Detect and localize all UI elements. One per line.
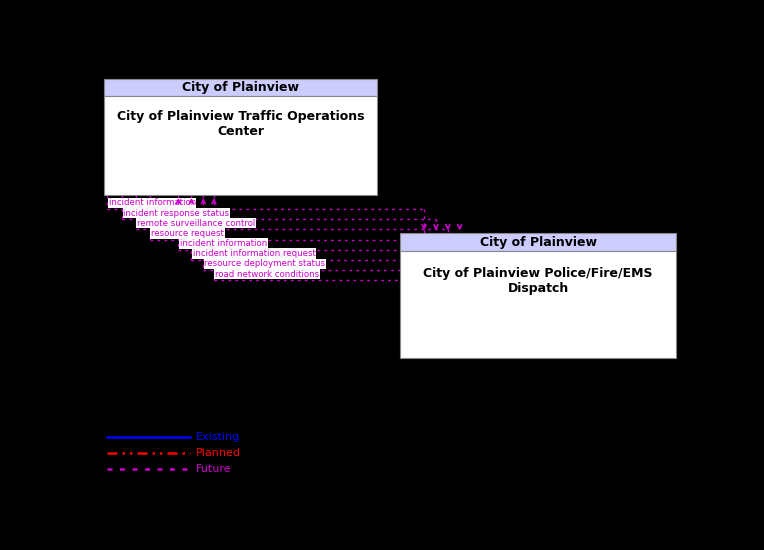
Bar — [105, 79, 377, 96]
Text: City of Plainview: City of Plainview — [480, 236, 597, 249]
Text: remote surveillance control: remote surveillance control — [137, 219, 255, 228]
Text: Planned: Planned — [196, 448, 241, 458]
Text: City of Plainview Traffic Operations
Center: City of Plainview Traffic Operations Cen… — [117, 110, 364, 138]
Text: City of Plainview: City of Plainview — [182, 81, 299, 94]
Text: incident information request: incident information request — [193, 249, 316, 258]
Text: resource request: resource request — [151, 229, 224, 238]
Bar — [400, 233, 676, 251]
Text: City of Plainview Police/Fire/EMS
Dispatch: City of Plainview Police/Fire/EMS Dispat… — [423, 267, 653, 295]
Text: incident information: incident information — [180, 239, 267, 248]
Text: Future: Future — [196, 464, 231, 474]
Text: incident information: incident information — [108, 199, 196, 207]
Bar — [400, 251, 676, 358]
Text: incident response status: incident response status — [123, 208, 229, 218]
Text: resource deployment status: resource deployment status — [205, 260, 325, 268]
Text: road network conditions: road network conditions — [215, 270, 319, 279]
Text: Existing: Existing — [196, 432, 241, 442]
Bar — [105, 96, 377, 195]
